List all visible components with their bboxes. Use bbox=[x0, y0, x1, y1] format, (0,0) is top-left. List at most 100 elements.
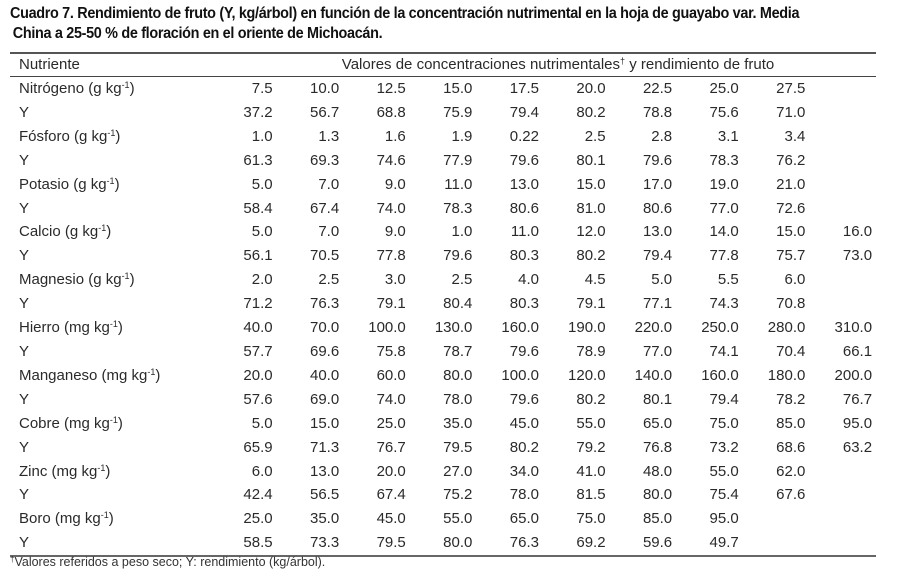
table-cell: 69.0 bbox=[309, 390, 340, 408]
table-cell: 58.5 bbox=[243, 534, 273, 552]
table-cell: 74.6 bbox=[376, 151, 406, 169]
table-cell: 27.0 bbox=[443, 462, 473, 480]
table-cell bbox=[809, 507, 876, 531]
row-label: Manganeso (mg kg-1) bbox=[10, 364, 210, 388]
row-label: Y bbox=[10, 436, 210, 460]
table-cell: 76.2 bbox=[776, 151, 806, 169]
unit-close-paren: ) bbox=[117, 414, 123, 432]
unit-exponent: -1 bbox=[147, 366, 156, 377]
nutrient-yield-table: Nutriente Valores de concentraciones nut… bbox=[10, 52, 877, 557]
table-cell: 56.7 bbox=[309, 103, 340, 121]
column-header-values: Valores de concentraciones nutrimentales… bbox=[210, 53, 876, 77]
table-cell: 20.0 bbox=[576, 80, 606, 97]
row-label: Y bbox=[10, 292, 210, 316]
table-cell: 5.0 bbox=[251, 175, 273, 193]
table-cell: 63.2 bbox=[842, 438, 873, 456]
yield-row: Y 65.9 71.3 76.7 79.5 80.2 79.2 76.8 73.2 68.6 63.… bbox=[10, 436, 876, 460]
table-cell: 7.0 bbox=[318, 175, 340, 193]
table-cell: 79.6 bbox=[509, 342, 539, 360]
table-cell: 17.0 bbox=[642, 175, 673, 193]
row-label-text: Y bbox=[19, 438, 30, 456]
table-cell: 75.7 bbox=[776, 247, 806, 265]
table-cell bbox=[743, 531, 810, 556]
table-cell: 5.0 bbox=[251, 223, 273, 241]
table-cell bbox=[809, 125, 876, 149]
table-cell: 3.1 bbox=[717, 127, 739, 145]
table-cell: 67.6 bbox=[776, 486, 806, 504]
table-cell: 6.0 bbox=[784, 271, 806, 289]
table-cell: 310.0 bbox=[834, 319, 873, 337]
row-label: Zinc (mg kg-1) bbox=[10, 460, 210, 484]
table-cell: 80.6 bbox=[642, 199, 673, 217]
row-label: Potasio (g kg-1) bbox=[10, 173, 210, 197]
table-cell: 6.0 bbox=[251, 462, 273, 480]
table-cell: 73.0 bbox=[842, 247, 873, 265]
row-label-text: Hierro (mg kg bbox=[19, 319, 110, 337]
table-cell: 56.1 bbox=[243, 247, 273, 265]
table-cell: 79.2 bbox=[576, 438, 606, 456]
table-cell: 80.0 bbox=[443, 366, 473, 384]
table-cell: 40.0 bbox=[243, 319, 273, 337]
table-cell bbox=[809, 460, 876, 484]
row-label: Magnesio (g kg-1) bbox=[10, 268, 210, 292]
table-cell bbox=[809, 149, 876, 173]
table-cell: 71.2 bbox=[243, 295, 273, 313]
table-cell: 80.1 bbox=[576, 151, 606, 169]
table-cell: 1.0 bbox=[451, 223, 473, 241]
table-cell: 76.3 bbox=[509, 534, 539, 552]
table-cell: 60.0 bbox=[376, 366, 406, 384]
table-cell: 10.0 bbox=[309, 80, 340, 97]
table-cell: 77.8 bbox=[709, 247, 739, 265]
table-cell: 78.3 bbox=[709, 151, 739, 169]
caption-line-2: China a 25-50 % de floración en el orien… bbox=[12, 25, 383, 42]
yield-row: Y 57.7 69.6 75.8 78.7 79.6 78.9 77.0 74.1 70.4 66.… bbox=[10, 340, 876, 364]
table-cell: 80.3 bbox=[509, 295, 539, 313]
table-cell: 5.0 bbox=[651, 271, 673, 289]
row-label-text: Manganeso (mg kg bbox=[19, 366, 148, 384]
table-cell: 49.7 bbox=[709, 534, 739, 552]
row-label-text: Y bbox=[19, 295, 30, 313]
row-label: Y bbox=[10, 101, 210, 125]
table-cell: 85.0 bbox=[642, 510, 673, 528]
table-cell: 78.8 bbox=[642, 103, 673, 121]
table-cell: 15.0 bbox=[309, 414, 340, 432]
table-cell: 72.6 bbox=[776, 199, 806, 217]
table-cell: 3.4 bbox=[784, 127, 806, 145]
table-cell: 79.4 bbox=[509, 103, 539, 121]
table-cell bbox=[809, 77, 876, 101]
table-cell: 66.1 bbox=[842, 342, 873, 360]
table-cell: 70.8 bbox=[776, 295, 806, 313]
table-body: Nitrógeno (g kg-1) 7.5 10.0 12.5 15.0 17.5 20.… bbox=[10, 77, 877, 557]
table-cell: 13.0 bbox=[309, 462, 340, 480]
unit-close-paren: ) bbox=[108, 510, 114, 528]
table-cell: 77.1 bbox=[642, 295, 673, 313]
table-cell: 20.0 bbox=[243, 366, 273, 384]
unit-exponent: -1 bbox=[97, 462, 106, 473]
table-cell: 79.4 bbox=[642, 247, 673, 265]
row-label-text: Calcio (g kg bbox=[19, 223, 99, 241]
table-cell: 70.5 bbox=[309, 247, 340, 265]
unit-exponent: -1 bbox=[109, 319, 118, 330]
table-cell: 42.4 bbox=[243, 486, 273, 504]
table-cell: 75.6 bbox=[709, 103, 739, 121]
table-cell: 65.9 bbox=[243, 438, 273, 456]
table-cell: 1.0 bbox=[251, 127, 273, 145]
table-cell: 35.0 bbox=[443, 414, 473, 432]
table-cell: 4.0 bbox=[518, 271, 539, 289]
table-cell: 76.7 bbox=[376, 438, 406, 456]
table-cell: 3.0 bbox=[384, 271, 406, 289]
row-label-text: Cobre (mg kg bbox=[19, 414, 110, 432]
table-cell: 220.0 bbox=[634, 319, 673, 337]
nutrient-concentration-row: Hierro (mg kg-1) 40.0 70.0 100.0 130.0 160.0 1… bbox=[10, 316, 876, 340]
table-cell: 11.0 bbox=[444, 175, 473, 193]
table-cell: 80.3 bbox=[509, 247, 539, 265]
table-cell: 15.0 bbox=[776, 223, 806, 241]
table-cell: 100.0 bbox=[368, 319, 406, 337]
table-cell: 69.3 bbox=[309, 151, 340, 169]
table-cell: 79.1 bbox=[576, 295, 606, 313]
yield-row: Y 56.1 70.5 77.8 79.6 80.3 80.2 79.4 77.8 75.7 73.… bbox=[10, 244, 876, 268]
table-cell: 1.6 bbox=[384, 127, 406, 145]
table-cell: 120.0 bbox=[568, 366, 606, 384]
table-cell: 78.7 bbox=[443, 342, 473, 360]
table-cell: 1.3 bbox=[318, 127, 340, 145]
